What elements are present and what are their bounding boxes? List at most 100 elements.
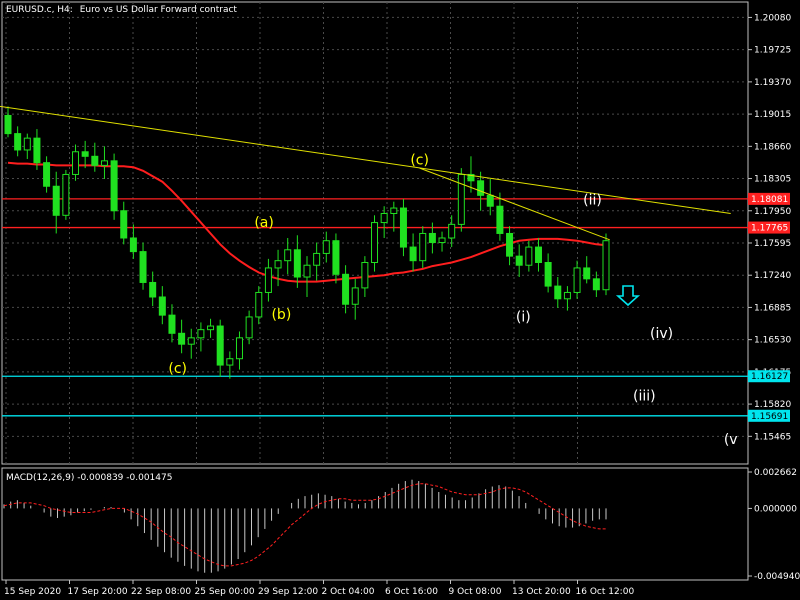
candle [129,224,137,259]
candle [563,286,571,311]
candle [226,351,234,379]
candle [72,144,80,181]
price-tick-label: 1.19370 [754,78,791,88]
candle [457,168,465,232]
candle-body [120,210,128,239]
wave-labels: (a) (b) (c) (c) (ii) (i) (iv) (iii) (v [168,152,737,448]
candle-body [100,160,108,166]
trendline [0,105,731,214]
candle [187,328,195,359]
down-arrow-icon [615,285,641,307]
candle-body [380,212,388,224]
candle [168,304,176,343]
candle [313,242,321,281]
candle [216,319,224,377]
symbol-description: Euro vs US Dollar Forward contract [80,5,238,15]
price-tick-label: 1.15820 [754,400,791,410]
candle [43,156,51,193]
candle-body [158,296,166,316]
candle-body [303,264,311,278]
candle [592,271,600,297]
candle-body [207,325,215,331]
macd-pane[interactable]: MACD(12,26,9) -0.000839 -0.001475 [1,467,749,581]
candle [303,256,311,297]
symbol-label: EURUSD.c, H4: [6,5,73,15]
candle [81,140,89,169]
candle-body [467,173,475,182]
price-tick-label: 1.17950 [754,207,791,217]
candle-body [245,316,253,339]
time-tick-label: 15 Sep 2020 [4,587,61,597]
price-pane[interactable]: (a) (b) (c) (c) (ii) (i) (iv) (iii) (v EURUSD.c,… [0,1,749,465]
candle [284,237,292,275]
candle-body [129,237,137,253]
candle-body [14,133,22,151]
candle-body [342,273,350,305]
candle [4,106,12,138]
time-tick-label: 2 Oct 04:00 [322,587,375,597]
candle-body [168,314,176,334]
candle [467,156,475,193]
candle [255,286,263,325]
candle [207,318,215,338]
candle [264,258,272,302]
price-axis[interactable]: 1.20080 1.19725 1.19370 1.19015 1.18660 1.183… [748,13,791,442]
time-axis[interactable]: 15 Sep 2020 17 Sep 20:00 22 Sep 08:00 25 Se… [4,580,634,597]
candle-body [361,261,369,289]
wave-label: (iv) [650,326,673,342]
macd-axis: 0.002662 0.000000 -0.004940 [748,468,800,582]
candle-body [563,291,571,300]
level-tag-label: 1.18081 [751,195,788,205]
price-tick-label: 1.17595 [754,239,791,249]
level-tag [748,192,790,205]
time-tick-label: 13 Oct 20:00 [512,587,571,597]
time-tick-label: 9 Oct 08:00 [449,587,502,597]
macd-histogram [3,479,607,573]
candle [525,240,533,272]
macd-tick-label: 0.000000 [754,504,797,514]
candle [438,231,446,252]
wave-label: (a) [254,215,274,231]
candle-body [284,249,292,262]
price-tick-label: 1.15465 [754,432,791,442]
candle-body [4,114,12,135]
candle-body [43,162,51,187]
price-tick-label: 1.16530 [754,336,791,346]
candle-body [235,337,243,360]
candle-body [72,151,80,175]
candle-body [313,252,321,266]
candle-body [573,267,581,293]
candle-body [274,260,282,269]
candle [399,198,407,257]
price-tick-label: 1.18305 [754,175,791,185]
candle [120,201,128,245]
candle-body [23,137,31,151]
candle-body [149,281,157,298]
price-tick-label: 1.16885 [754,303,791,313]
candle [554,277,562,308]
wave-label: (c) [168,361,187,377]
candle-body [62,173,70,216]
candle [573,260,581,299]
candle-body [81,151,89,157]
candle [52,171,60,234]
candle-body [515,255,523,266]
level-tag [748,370,790,383]
macd-signal [3,483,606,567]
price-tick-label: 1.20080 [754,13,791,23]
time-tick-label: 17 Sep 20:00 [68,587,128,597]
candle [332,233,340,284]
candle-body [477,180,485,196]
candle-body [457,173,465,225]
time-tick-label: 25 Sep 00:00 [195,587,255,597]
candle [110,153,118,220]
candle-body [371,222,379,263]
candle [245,310,253,345]
candle [409,233,417,272]
candle [342,265,350,314]
chart-header: EURUSD.c, H4: Euro vs US Dollar Forward … [6,5,237,15]
candle [14,126,22,157]
candle [419,226,427,268]
candle [361,256,369,297]
